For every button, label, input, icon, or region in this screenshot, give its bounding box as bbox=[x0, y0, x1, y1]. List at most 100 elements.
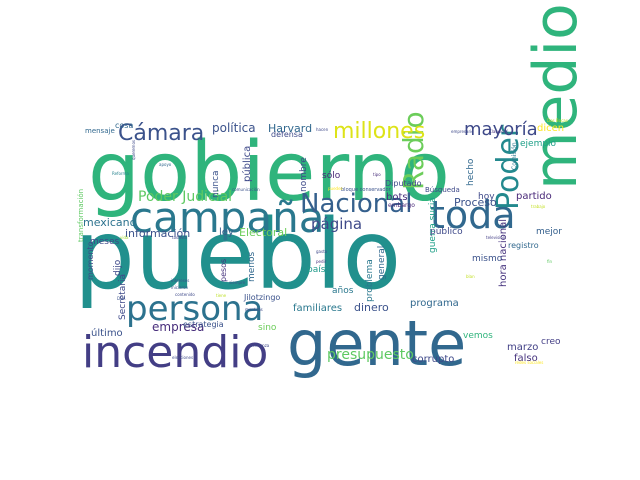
word-hora-nacional: hora nacional bbox=[498, 219, 509, 287]
word-presupuesto: presupuesto bbox=[327, 347, 414, 363]
word-hoy: hoy bbox=[478, 192, 495, 202]
word-corrupto: corrupto bbox=[412, 354, 454, 365]
word-bloque-conservador: bloque conservador bbox=[341, 187, 392, 193]
word-pesos: pesos bbox=[219, 259, 228, 282]
word-mismo: mismo bbox=[472, 254, 503, 264]
word-fin: fin bbox=[547, 259, 553, 264]
word-ejemplo: ejemplo bbox=[520, 139, 557, 149]
word-campaña: campaña bbox=[130, 193, 325, 242]
word-transformación: transformación bbox=[77, 189, 85, 242]
word-último: último bbox=[91, 327, 123, 339]
word-bots: bots bbox=[386, 192, 408, 203]
word-jilotzingo: Jilotzingo bbox=[243, 293, 280, 302]
word-dicen: dicen bbox=[537, 123, 564, 134]
word-siempre: siempre bbox=[229, 280, 246, 285]
word-comisión: Comisión bbox=[511, 142, 518, 170]
word-contenido: contenido bbox=[175, 292, 195, 297]
word-registro: registro bbox=[508, 241, 539, 250]
word-blan: blan bbox=[466, 274, 475, 279]
word-falso: falso bbox=[514, 353, 538, 364]
word-público: público bbox=[430, 227, 463, 237]
word-tipo: tipo bbox=[373, 172, 381, 177]
word-información: información bbox=[125, 227, 190, 240]
word-búsqueda: Búsqueda bbox=[425, 186, 460, 194]
word-confianza: confianza bbox=[250, 343, 270, 348]
word-comunicación: comunicación bbox=[232, 187, 260, 192]
word-electoral: Electoral bbox=[239, 226, 287, 239]
word-poder: Poder bbox=[491, 124, 526, 210]
word-proceso: Proceso bbox=[454, 196, 497, 209]
word-apoyo: apoyo bbox=[159, 162, 172, 167]
word-incendio: incendio bbox=[82, 327, 268, 378]
word-millones: millones bbox=[333, 119, 425, 144]
word-empresario: empresario bbox=[451, 129, 474, 134]
word-persona: persona bbox=[126, 289, 263, 329]
word-problema: problema bbox=[365, 259, 375, 302]
word-tiene: tiene bbox=[216, 293, 227, 298]
word-sólo: sólo bbox=[322, 170, 341, 181]
word-gente: gente bbox=[287, 307, 466, 380]
word-todavía: todavía bbox=[172, 235, 187, 240]
word-nombre: nombre bbox=[299, 157, 309, 192]
word-mensaje: mensaje bbox=[85, 127, 115, 135]
word-sino: sino bbox=[258, 323, 277, 333]
word-pública: pública bbox=[241, 146, 253, 182]
word-embargo: embargo bbox=[388, 202, 415, 209]
word-política: política bbox=[212, 121, 256, 135]
word-guerra-sucia: guerra sucia bbox=[428, 197, 438, 253]
word-secretaria: Secretaria bbox=[118, 274, 128, 320]
word-trabajo: trabajo bbox=[531, 204, 546, 209]
word-mayoría: mayoría bbox=[464, 119, 538, 140]
word-dea: DEA bbox=[117, 296, 126, 301]
word-menos: menos bbox=[247, 251, 257, 282]
word-toda: toda bbox=[430, 193, 516, 237]
word-creo: creo bbox=[541, 337, 561, 347]
word-hecho: hecho bbox=[466, 158, 476, 186]
word-dos-bocas: Dos Bocas bbox=[547, 118, 568, 123]
word-estrategia: estrategia bbox=[183, 320, 224, 329]
word-group: gobiernopueblogentemedioincendiocampañap… bbox=[74, 3, 591, 380]
word-nunca: nunca bbox=[211, 170, 221, 198]
word-puedes: puedes bbox=[328, 186, 343, 191]
word-intereses: intereses bbox=[171, 278, 189, 283]
word-mentiras: mentiras bbox=[245, 307, 263, 312]
word-pedir: pedir bbox=[316, 259, 327, 264]
word-queremos: queremos bbox=[131, 140, 136, 160]
word-harvard: Harvard bbox=[268, 122, 312, 135]
word-dijo: dijo bbox=[113, 259, 123, 276]
word-poder-judicial: Poder Judicial bbox=[138, 189, 232, 205]
word-programa: programa bbox=[410, 298, 459, 309]
word-ley: ley bbox=[219, 227, 234, 238]
word-gobierno: gobierno bbox=[88, 125, 450, 220]
word-redes-sociales: redes sociales bbox=[515, 360, 543, 365]
word-vida: vida bbox=[120, 235, 129, 240]
word-familiares: familiares bbox=[293, 303, 342, 314]
cloud-background bbox=[80, 116, 560, 366]
word-página: página bbox=[311, 215, 362, 233]
word-cámara: Cámara bbox=[118, 121, 204, 146]
word-cosa: cosa bbox=[115, 121, 133, 130]
word-años: años bbox=[332, 286, 354, 296]
word-iniciaron: iniciaron bbox=[171, 285, 189, 290]
word-mejor: mejor bbox=[536, 227, 562, 237]
word-hacen: hacen bbox=[316, 127, 329, 132]
word-general: general bbox=[377, 246, 387, 280]
word-país: país bbox=[307, 265, 326, 275]
word-dinero: dinero bbox=[354, 301, 389, 314]
word-empresa: empresa bbox=[152, 320, 204, 334]
word-pueblo: pueblo bbox=[74, 199, 401, 311]
word-partido: partido bbox=[516, 191, 552, 202]
word-mexicano: mexicano bbox=[83, 216, 137, 229]
word-defensa: defensa bbox=[271, 130, 303, 139]
word-nacional: Nacional bbox=[300, 189, 412, 219]
word-marzo: marzo bbox=[507, 342, 538, 353]
word-televisión: televisión bbox=[486, 235, 506, 240]
word-medio: medio bbox=[521, 3, 591, 190]
word-meses: meses bbox=[90, 237, 120, 247]
word-diputado: Diputado bbox=[385, 179, 422, 188]
word-radio: Radio bbox=[397, 111, 430, 190]
word-claudio-x: Claudio X bbox=[489, 129, 508, 134]
word-vemos: vemos bbox=[463, 331, 493, 341]
word-reforma: Reforma bbox=[112, 171, 129, 176]
